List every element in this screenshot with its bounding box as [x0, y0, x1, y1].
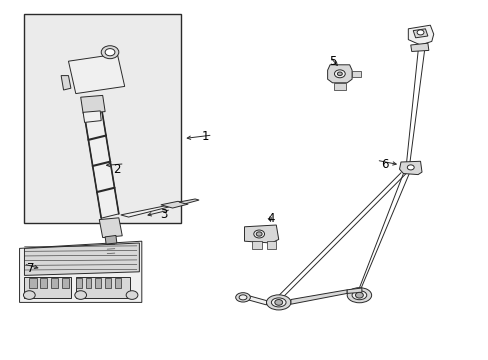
Text: 4: 4 [267, 212, 275, 225]
Bar [105, 279, 111, 288]
Polygon shape [290, 290, 346, 304]
Ellipse shape [346, 288, 371, 303]
Bar [61, 279, 69, 288]
Circle shape [274, 300, 282, 305]
Ellipse shape [266, 295, 290, 310]
Polygon shape [244, 225, 278, 243]
Bar [351, 71, 360, 77]
Polygon shape [68, 54, 124, 94]
Text: 6: 6 [380, 158, 388, 171]
Bar [40, 279, 47, 288]
Polygon shape [81, 95, 105, 113]
Ellipse shape [239, 295, 246, 300]
Bar [266, 241, 276, 249]
Polygon shape [61, 76, 71, 90]
Ellipse shape [253, 230, 264, 238]
Text: 3: 3 [160, 208, 167, 221]
Polygon shape [105, 235, 117, 244]
Polygon shape [84, 109, 119, 218]
Circle shape [75, 291, 86, 300]
Polygon shape [246, 295, 266, 305]
Circle shape [23, 291, 35, 300]
Polygon shape [99, 218, 122, 238]
Text: 1: 1 [201, 130, 209, 143]
Ellipse shape [235, 293, 250, 302]
Bar [85, 279, 91, 288]
Bar [24, 14, 181, 223]
Text: 7: 7 [26, 262, 34, 275]
Circle shape [416, 30, 423, 35]
Bar [333, 83, 345, 90]
Polygon shape [161, 201, 188, 208]
Polygon shape [399, 161, 421, 175]
Text: 2: 2 [113, 163, 121, 176]
Bar [24, 277, 71, 298]
Polygon shape [327, 65, 351, 83]
Bar [251, 241, 261, 249]
Polygon shape [24, 243, 139, 275]
Circle shape [126, 291, 138, 300]
Bar [76, 277, 129, 298]
Circle shape [355, 292, 363, 298]
Bar [51, 279, 58, 288]
Polygon shape [83, 111, 101, 122]
Polygon shape [121, 206, 168, 217]
Polygon shape [407, 25, 433, 45]
Ellipse shape [337, 72, 342, 76]
Bar [95, 279, 101, 288]
Bar [76, 279, 81, 288]
Circle shape [105, 49, 115, 56]
Circle shape [407, 165, 413, 170]
Polygon shape [412, 29, 427, 38]
Ellipse shape [271, 298, 285, 307]
Bar [29, 279, 37, 288]
Polygon shape [179, 199, 199, 204]
Polygon shape [410, 43, 428, 51]
Circle shape [101, 46, 119, 59]
Polygon shape [346, 288, 361, 293]
Polygon shape [20, 241, 142, 302]
Ellipse shape [351, 291, 366, 300]
Ellipse shape [256, 232, 262, 236]
Bar [115, 279, 121, 288]
Ellipse shape [334, 70, 345, 78]
Text: 5: 5 [328, 55, 336, 68]
